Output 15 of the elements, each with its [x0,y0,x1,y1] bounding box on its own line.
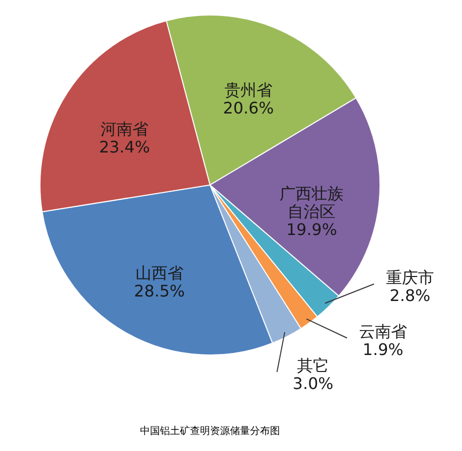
slice-label: 贵州省 [224,80,272,100]
data-label: 2.8% [390,286,430,305]
data-label: 28.5% [134,282,185,301]
slice-label: 河南省 [100,119,148,138]
text: 中国铝土矿查明资源储量分布图 [140,425,280,437]
data-label: 23.4% [99,137,150,156]
slice-label: 重庆市 [386,268,434,287]
slice-label: 云南省 [359,322,407,341]
data-label: 1.9% [362,340,404,359]
data-label: 3.0% [292,374,334,393]
data-label: 20.6% [223,98,274,118]
data-label: 19.9% [286,220,338,239]
slice-label: 广西壮族自治区 [280,184,344,221]
slice-label: 山西省 [135,264,184,283]
slice-label: 其它 [297,356,329,375]
